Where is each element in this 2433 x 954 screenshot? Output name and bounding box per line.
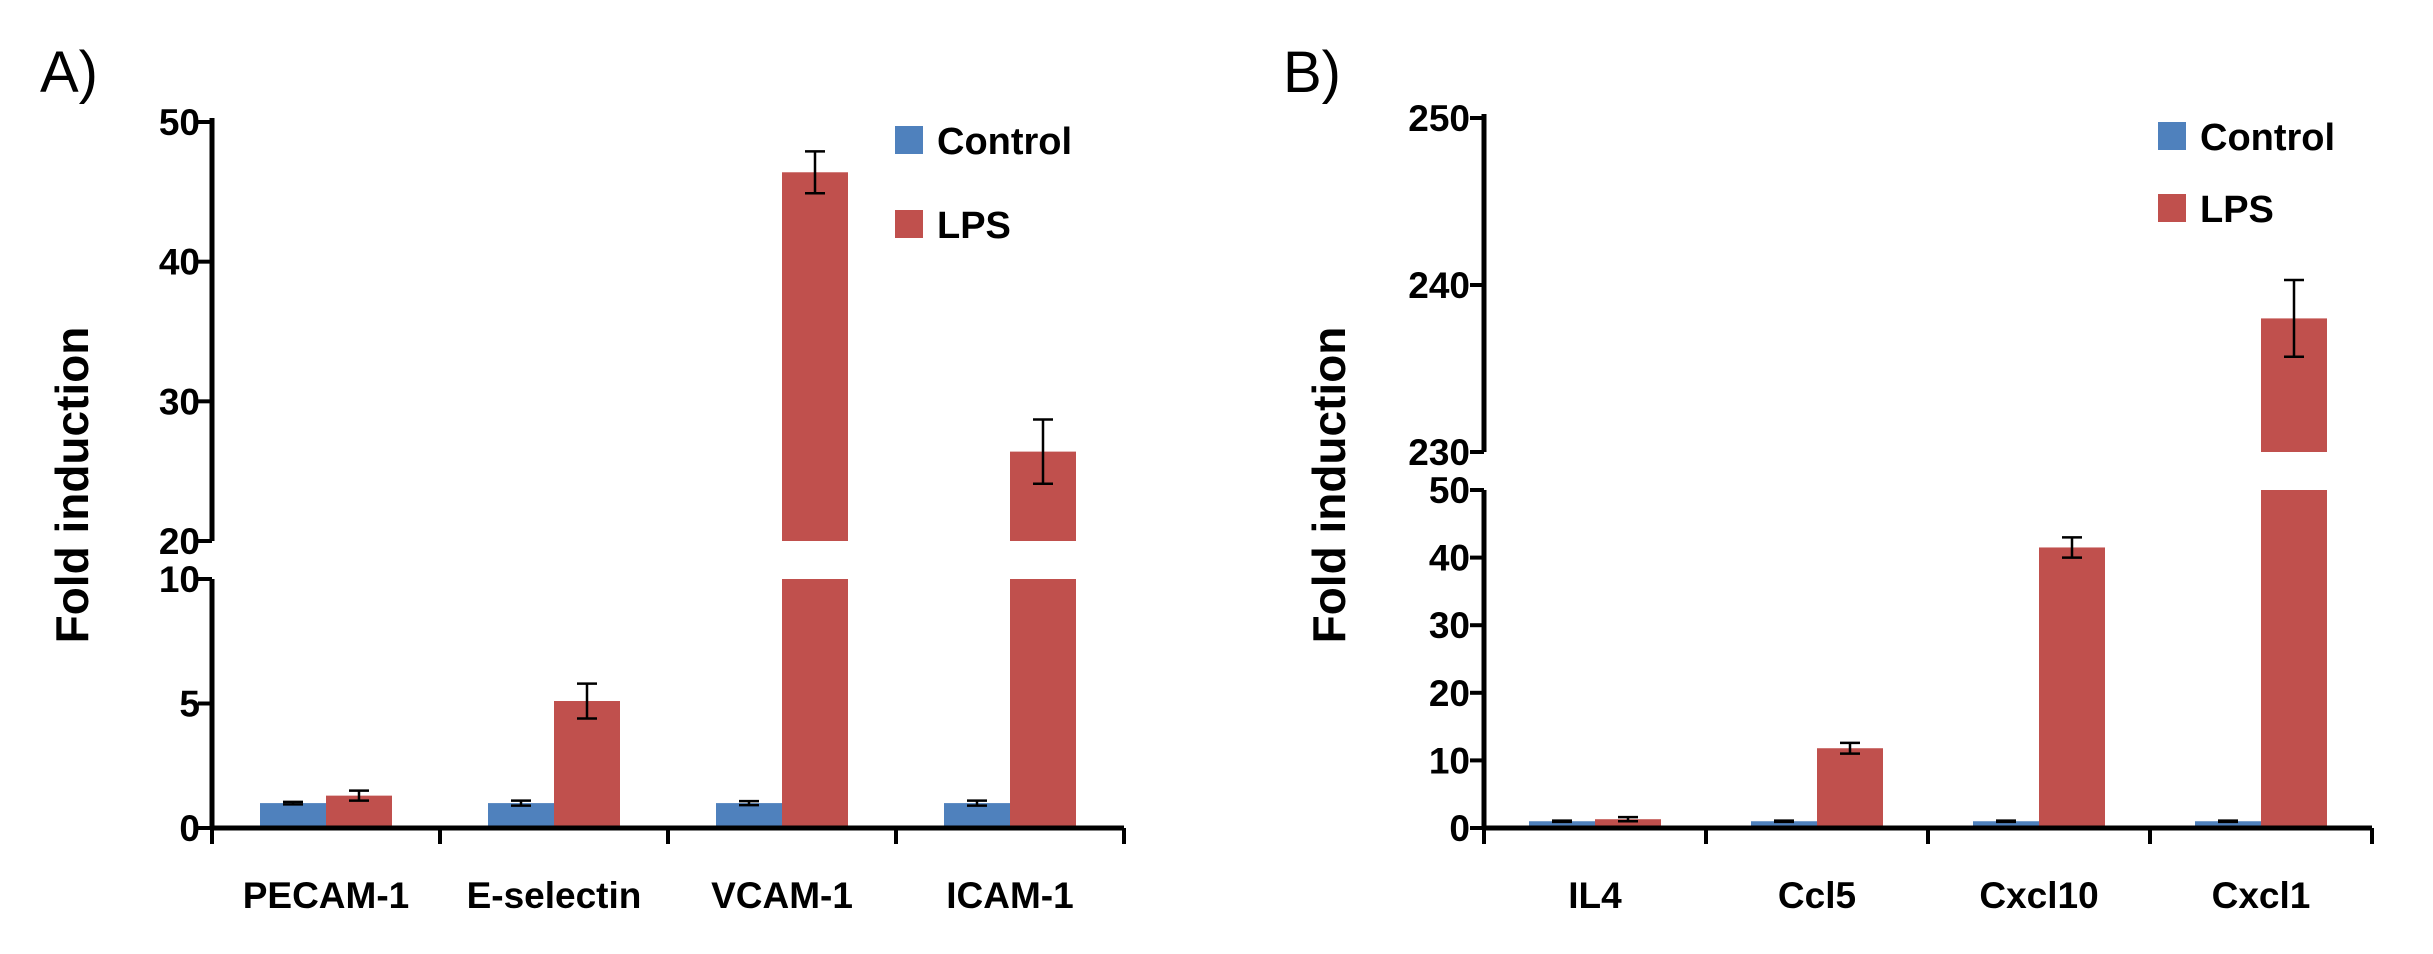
bar-control-cxcl1 [2195,821,2261,828]
legend-label-lps: LPS [2200,189,2274,231]
bar-control-icam-1 [944,803,1010,828]
y-tick-label-40: 40 [159,242,200,283]
x-tick-label-vcam-1: VCAM-1 [711,875,853,916]
y-tick-label-50: 50 [159,102,200,143]
y-tick-label-20: 20 [1429,673,1470,714]
bar-lps-vcam-1-lower [782,579,848,828]
y-tick-label-30: 30 [159,381,200,422]
y-tick-label-50: 50 [1429,470,1470,511]
panel-b-letter: B) [1283,40,1341,105]
bar-control-vcam-1 [716,803,782,828]
x-tick-label-il4: IL4 [1568,875,1622,916]
bar-lps-cxcl10 [2039,547,2105,828]
bar-lps-ccl5 [1817,748,1883,828]
bar-control-pecam-1 [260,803,326,828]
bar-lps-e-selectin [554,701,620,828]
panel-b-y-axis-label: Fold induction [1303,327,1355,644]
bar-lps-il4 [1595,819,1661,828]
x-tick-label-cxcl1: Cxcl1 [2212,875,2311,916]
legend-label-lps: LPS [937,205,1011,247]
bar-lps-icam-1-lower [1010,579,1076,828]
y-tick-label-10: 10 [159,559,200,600]
y-tick-label-230: 230 [1408,432,1470,473]
bar-control-ccl5 [1751,821,1817,828]
legend-swatch-lps [895,210,923,238]
y-tick-label-240: 240 [1408,265,1470,306]
y-tick-label-10: 10 [1429,740,1470,781]
legend-label-control: Control [2200,117,2335,159]
x-tick-label-e-selectin: E-selectin [467,875,642,916]
x-tick-label-cxcl10: Cxcl10 [1979,875,2098,916]
bar-control-e-selectin [488,803,554,828]
legend-swatch-lps [2158,194,2186,222]
x-tick-label-ccl5: Ccl5 [1778,875,1856,916]
y-tick-label-0: 0 [179,808,200,849]
x-tick-label-icam-1: ICAM-1 [946,875,1073,916]
legend-label-control: Control [937,121,1072,163]
legend-swatch-control [895,126,923,154]
bar-lps-vcam-1-upper [782,172,848,541]
y-tick-label-20: 20 [159,521,200,562]
y-tick-label-40: 40 [1429,538,1470,579]
bar-control-cxcl10 [1973,821,2039,828]
y-tick-label-30: 30 [1429,605,1470,646]
panel-a-letter: A) [40,40,98,105]
panel-a-y-axis-label: Fold induction [46,327,98,644]
y-tick-label-250: 250 [1408,98,1470,139]
bar-control-il4 [1529,821,1595,828]
legend-swatch-control [2158,122,2186,150]
x-tick-label-pecam-1: PECAM-1 [243,875,410,916]
y-tick-label-5: 5 [179,684,200,725]
bar-lps-cxcl1-lower [2261,490,2327,828]
y-tick-label-0: 0 [1449,808,1470,849]
